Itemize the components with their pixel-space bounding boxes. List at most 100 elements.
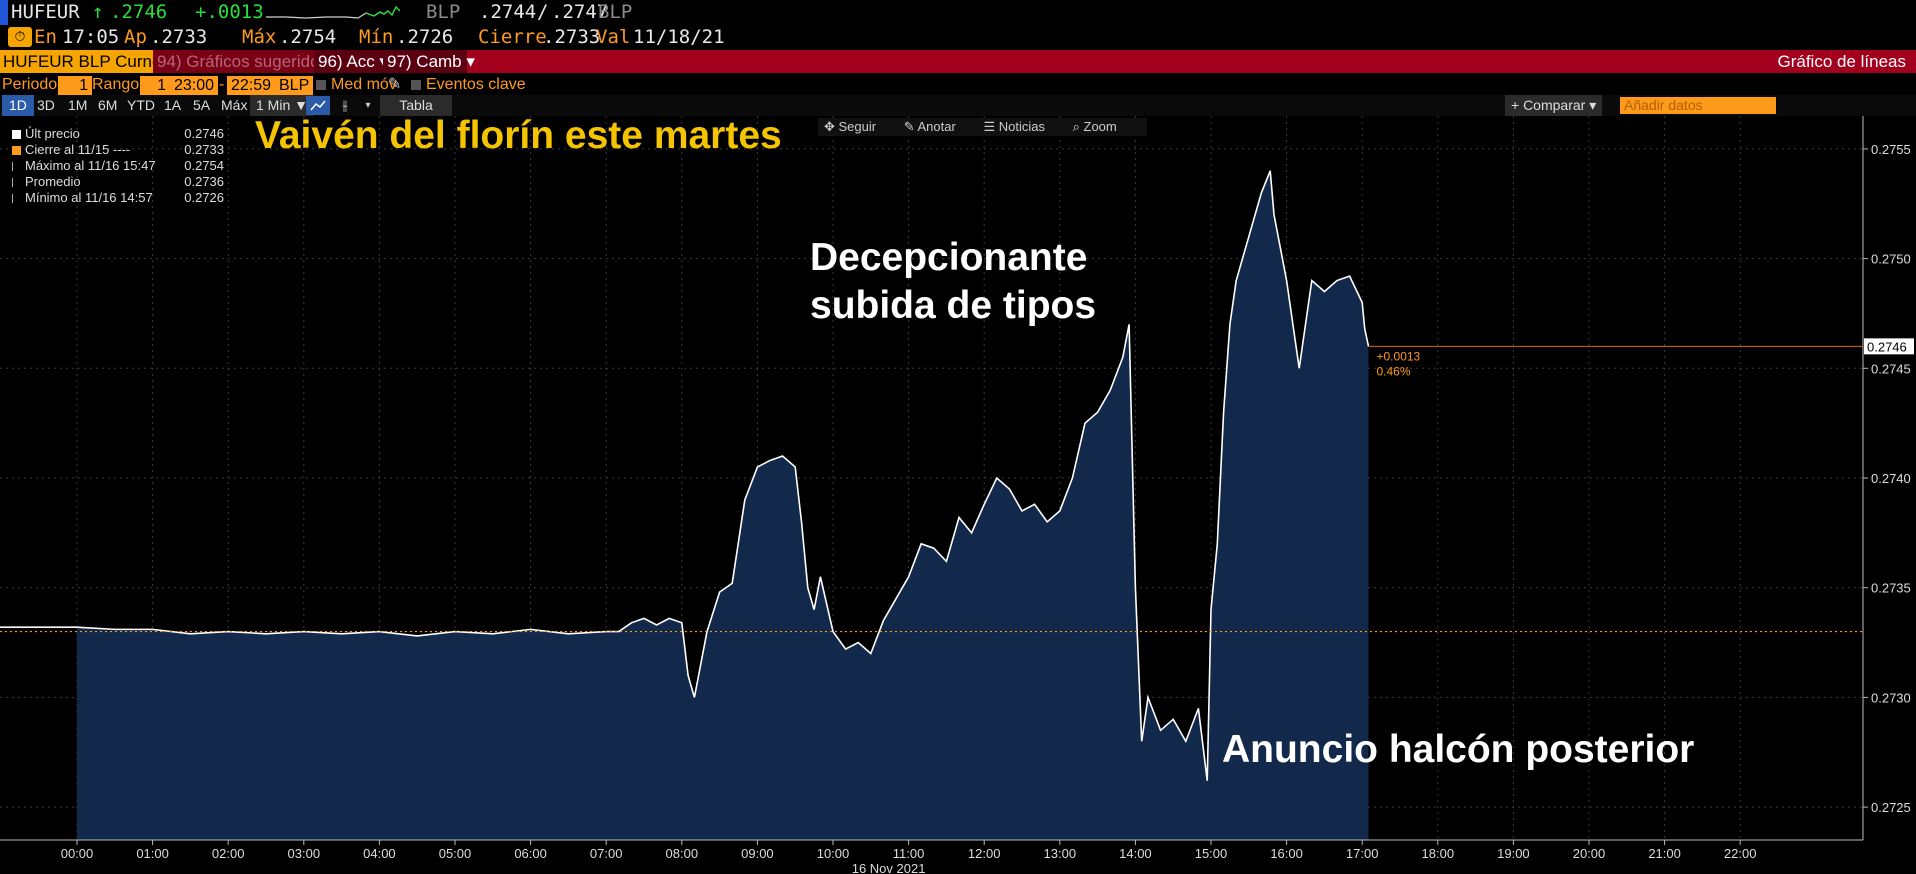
- x-tick-label: 18:00: [1422, 846, 1455, 861]
- legend-swatch: [12, 162, 21, 171]
- x-tick-label: 17:00: [1346, 846, 1379, 861]
- range-max[interactable]: Máx: [221, 97, 248, 113]
- moving-average-checkbox[interactable]: [316, 80, 326, 90]
- source-input[interactable]: BLP: [275, 76, 314, 95]
- edit-menu[interactable]: 97) Camb ▾: [383, 50, 475, 73]
- open-value: .2733: [150, 26, 208, 48]
- x-axis-label: 16 Nov 2021: [852, 861, 926, 874]
- security-field[interactable]: HUFEUR BLP Curncy: [0, 50, 169, 73]
- legend-value: 0.2754: [184, 158, 224, 173]
- open-label: Ap: [124, 26, 147, 48]
- x-tick-label: 14:00: [1119, 846, 1152, 861]
- legend-label: Últ precio: [25, 126, 80, 141]
- x-tick-label: 05:00: [439, 846, 472, 861]
- price-area: [77, 170, 1369, 840]
- chart-type-label: Gráfico de líneas: [1777, 52, 1906, 71]
- bid-source: BLP: [426, 1, 461, 23]
- x-tick-label: 21:00: [1648, 846, 1681, 861]
- bid-ask-separator: /: [537, 1, 549, 23]
- x-tick-label: 22:00: [1724, 846, 1757, 861]
- sparkline: [266, 5, 400, 19]
- time-label: En: [34, 26, 57, 48]
- rate-hike-annotation-line1: Decepcionante: [810, 236, 1088, 279]
- chart-tools: ✥ Seguir ✎ Anotar ☰ Noticias ⌕ Zoom: [818, 118, 1147, 136]
- x-tick-label: 06:00: [514, 846, 547, 861]
- close-label: Cierre: [478, 26, 547, 48]
- price-change: +.0013: [195, 1, 264, 23]
- follow-label: Seguir: [838, 119, 877, 134]
- interval-dropdown[interactable]: 1 Min ▼: [250, 95, 314, 116]
- ask-price: .2747: [551, 1, 609, 23]
- add-data-input[interactable]: Añadir datos: [1620, 97, 1776, 114]
- time-range-dash: -: [219, 76, 225, 93]
- start-time-input[interactable]: 23:00: [170, 76, 219, 95]
- ticker-marker: [0, 0, 8, 25]
- news-tool[interactable]: ☰ Noticias: [983, 119, 1045, 134]
- chart-style-dropdown-icon[interactable]: ▾: [365, 100, 371, 111]
- range-input[interactable]: 1: [140, 76, 170, 95]
- range-label: Rango: [92, 76, 140, 93]
- x-tick-label: 01:00: [136, 846, 169, 861]
- range-6m[interactable]: 6M: [98, 97, 118, 113]
- x-tick-label: 04:00: [363, 846, 396, 861]
- compare-button[interactable]: + Comparar ▾: [1505, 95, 1603, 116]
- last-price-tag: [1864, 338, 1914, 355]
- annotate-tool[interactable]: ✎ Anotar: [903, 119, 956, 134]
- line-chart[interactable]: 0.2725 0.2730 0.2735 0.2740 0.2745 0.2750 0.27…: [0, 116, 1916, 874]
- news-label: Noticias: [998, 119, 1045, 134]
- legend-label: Mínimo al 11/16 14:57: [25, 190, 153, 205]
- pencil-icon[interactable]: ✎: [388, 76, 402, 93]
- quote-row: HUFEUR ↑ .2746 +.0013 BLP .2744 / .2747 …: [0, 0, 1916, 25]
- ticker[interactable]: HUFEUR: [11, 1, 80, 23]
- key-events-checkbox[interactable]: [411, 80, 421, 90]
- legend-item: Últ precio 0.2746: [12, 126, 224, 142]
- legend-swatch: [12, 194, 21, 203]
- quote-time: 17:05: [62, 26, 120, 48]
- high-label: Máx: [242, 26, 277, 48]
- zoom-tool[interactable]: ⌕ Zoom: [1072, 119, 1117, 134]
- annotate-label: Anotar: [917, 119, 956, 134]
- range-ytd[interactable]: YTD: [127, 97, 155, 113]
- x-tick-label: 10:00: [817, 846, 850, 861]
- x-tick-label: 09:00: [741, 846, 774, 861]
- period-input[interactable]: 1: [58, 76, 92, 95]
- range-1a[interactable]: 1A: [164, 97, 182, 113]
- bid-price: .2744: [479, 1, 537, 23]
- line-chart-icon[interactable]: [306, 96, 330, 115]
- settings-row: Periodo 1 Rango 1 23:00 - 22:59 BLP Med …: [0, 74, 1916, 96]
- close-value: .2733: [543, 26, 601, 48]
- x-tick-label: 08:00: [666, 846, 699, 861]
- actions-menu[interactable]: 96) Acc ▾: [314, 50, 388, 73]
- legend-swatch: [12, 146, 21, 155]
- legend-swatch: [12, 178, 21, 187]
- x-tick-label: 02:00: [212, 846, 245, 861]
- x-tick-label: 11:00: [893, 846, 925, 861]
- range-3d[interactable]: 3D: [37, 97, 55, 113]
- legend-value: 0.2736: [184, 174, 224, 189]
- legend-value: 0.2726: [184, 190, 224, 205]
- clock-icon[interactable]: ⏱: [8, 27, 32, 47]
- rate-hike-annotation: Decepcionante subida de tipos: [810, 234, 1096, 330]
- range-1d[interactable]: 1D: [2, 95, 34, 116]
- suggested-charts-menu[interactable]: 94) Gráficos sugeridos: [153, 50, 328, 73]
- legend-item: Cierre al 11/15 ---- 0.2733: [12, 142, 224, 158]
- end-time-input[interactable]: 22:59: [227, 76, 276, 95]
- follow-tool[interactable]: ✥ Seguir: [824, 119, 877, 134]
- y-tick-label: 0.2750: [1871, 252, 1911, 267]
- legend-value: 0.2733: [184, 142, 224, 157]
- chart-toolbar: HUFEUR BLP Curncy 94) Gráficos sugeridos…: [0, 50, 1916, 73]
- range-1m[interactable]: 1M: [68, 97, 88, 113]
- bar-chart-icon[interactable]: ⫳: [342, 97, 348, 113]
- low-label: Mín: [359, 26, 394, 48]
- range-bar: 1D 3D 1M 6M YTD 1A 5A Máx 1 Min ▼ ⫳ ▾ Ta…: [0, 95, 1916, 116]
- x-tick-label: 15:00: [1195, 846, 1228, 861]
- table-button[interactable]: Tabla: [380, 95, 452, 116]
- change-pct-label: 0.46%: [1377, 364, 1411, 378]
- legend-item: Máximo al 11/16 15:47 0.2754: [12, 158, 224, 174]
- chart-title: Vaivén del florín este martes: [255, 114, 782, 157]
- x-tick-label: 12:00: [968, 846, 1001, 861]
- x-tick-label: 03:00: [288, 846, 321, 861]
- range-5a[interactable]: 5A: [193, 97, 211, 113]
- x-tick-label: 16:00: [1270, 846, 1303, 861]
- y-tick-label: 0.2735: [1871, 581, 1911, 596]
